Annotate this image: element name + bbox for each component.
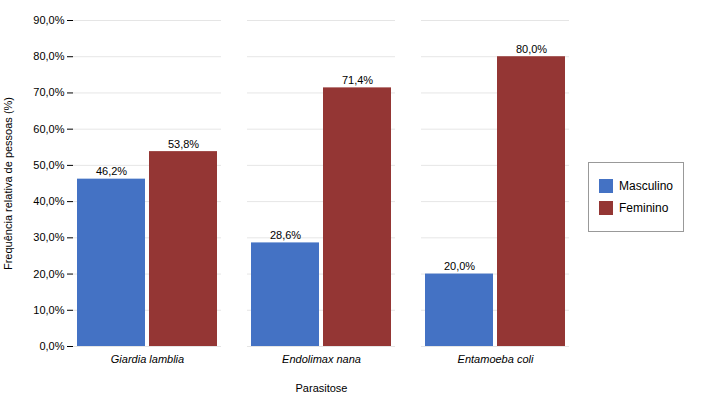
svg-text:Giardia lamblia: Giardia lamblia [111,353,184,365]
svg-text:Entamoeba coli: Entamoeba coli [458,353,534,365]
svg-text:28,6%: 28,6% [270,229,301,241]
html-text:Masculino: Masculino [619,179,673,193]
svg-text:46,2%: 46,2% [96,165,127,177]
svg-text:71,4%: 71,4% [342,74,373,86]
svg-text:70,0%: 70,0% [33,86,64,98]
svg-text:53,8%: 53,8% [168,138,199,150]
svg-text:60,0%: 60,0% [33,123,64,135]
svg-text:0,0%: 0,0% [39,340,64,352]
svg-text:20,0%: 20,0% [444,260,475,272]
svg-text:Parasitose: Parasitose [296,382,348,394]
svg-text:Frequência relativa de pessoas: Frequência relativa de pessoas (%) [2,97,14,270]
svg-text:50,0%: 50,0% [33,159,64,171]
svg-text:40,0%: 40,0% [33,195,64,207]
svg-text:30,0%: 30,0% [33,231,64,243]
svg-text:80,0%: 80,0% [516,43,547,55]
svg-text:20,0%: 20,0% [33,268,64,280]
html-text:Feminino: Feminino [619,201,669,215]
svg-text:10,0%: 10,0% [33,304,64,316]
svg-text:Endolimax nana: Endolimax nana [282,353,361,365]
svg-text:80,0%: 80,0% [33,50,64,62]
svg-text:90,0%: 90,0% [33,14,64,26]
